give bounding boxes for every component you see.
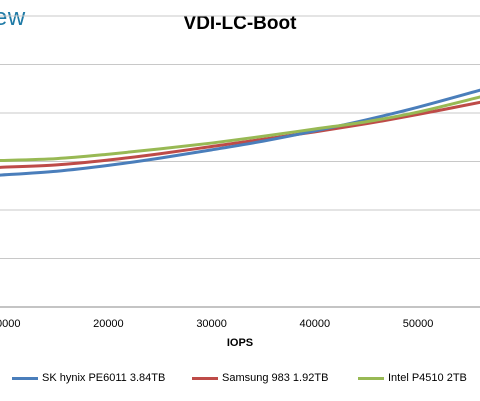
x-tick-label-4: 50000: [403, 318, 434, 330]
chart-title: VDI-LC-Boot: [183, 13, 297, 34]
legend-item-sk-hynix: SK hynix PE6011 3.84TB: [12, 372, 165, 384]
x-tick-label-1: 20000: [93, 318, 124, 330]
legend: SK hynix PE6011 3.84TB Samsung 983 1.92T…: [0, 372, 480, 390]
legend-swatch-sk-hynix: [12, 376, 38, 380]
logo-text: ew: [0, 4, 26, 31]
legend-item-samsung: Samsung 983 1.92TB: [192, 372, 328, 384]
legend-label-intel: Intel P4510 2TB: [388, 372, 467, 384]
legend-swatch-samsung: [192, 376, 218, 380]
x-tick-label-0: 10000: [0, 318, 20, 330]
legend-swatch-intel: [358, 376, 384, 380]
legend-item-intel: Intel P4510 2TB: [358, 372, 467, 384]
legend-label-sk-hynix: SK hynix PE6011 3.84TB: [42, 372, 166, 384]
legend-label-samsung: Samsung 983 1.92TB: [222, 372, 329, 384]
x-tick-label-2: 30000: [196, 318, 227, 330]
x-tick-label-3: 40000: [300, 318, 331, 330]
x-axis-label: IOPS: [226, 337, 254, 349]
series-line-2: [0, 95, 480, 163]
series-line-1: [0, 100, 480, 169]
series-line-0: [0, 88, 480, 177]
